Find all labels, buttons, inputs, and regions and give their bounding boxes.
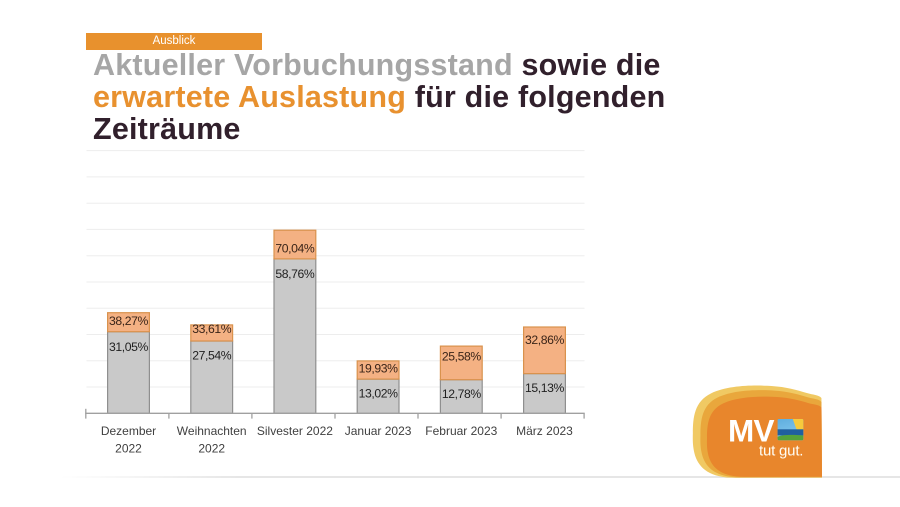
svg-text:31,05%: 31,05% [109, 340, 148, 354]
svg-text:70,04%: 70,04% [275, 241, 314, 255]
svg-text:12,78%: 12,78% [442, 387, 481, 401]
svg-text:Januar 2023: Januar 2023 [345, 424, 412, 438]
svg-text:38,27%: 38,27% [109, 314, 148, 328]
svg-text:Dezember: Dezember [101, 424, 156, 438]
svg-text:13,02%: 13,02% [359, 387, 398, 401]
svg-text:25,58%: 25,58% [442, 350, 481, 364]
svg-text:Februar 2023: Februar 2023 [425, 424, 497, 438]
svg-text:Weihnachten: Weihnachten [177, 424, 247, 438]
svg-text:33,61%: 33,61% [192, 322, 231, 336]
svg-text:32,86%: 32,86% [525, 333, 564, 347]
svg-text:15,13%: 15,13% [525, 381, 564, 395]
svg-text:2022: 2022 [115, 441, 142, 455]
svg-text:März 2023: März 2023 [516, 424, 573, 438]
svg-text:MV: MV [728, 413, 774, 449]
svg-text:27,54%: 27,54% [192, 348, 231, 362]
svg-text:19,93%: 19,93% [359, 361, 398, 375]
svg-text:58,76%: 58,76% [275, 267, 314, 281]
svg-text:Silvester 2022: Silvester 2022 [257, 424, 333, 438]
svg-text:tut gut.: tut gut. [759, 442, 803, 459]
svg-text:2022: 2022 [198, 441, 225, 455]
